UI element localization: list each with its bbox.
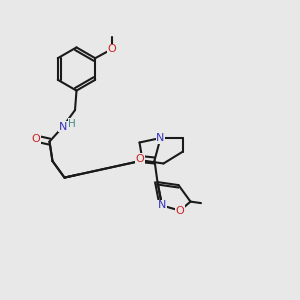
- Text: O: O: [107, 44, 116, 54]
- Text: O: O: [32, 134, 40, 144]
- Text: O: O: [136, 154, 145, 164]
- Text: N: N: [59, 122, 67, 132]
- Text: N: N: [158, 200, 166, 211]
- Text: O: O: [176, 206, 184, 216]
- Text: H: H: [68, 118, 76, 129]
- Text: N: N: [156, 133, 165, 143]
